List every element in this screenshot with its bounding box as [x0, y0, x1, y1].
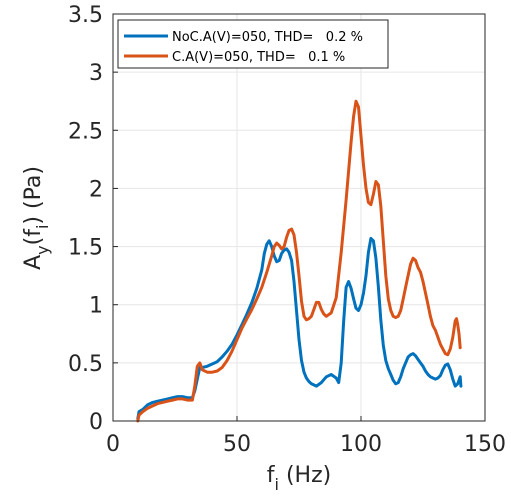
x-tick-label-3: 150	[464, 432, 506, 457]
series-line-0	[136, 236, 463, 421]
y-tick-label-6: 3	[89, 61, 103, 86]
series-group	[136, 99, 463, 423]
series-line-1	[136, 99, 462, 423]
y-tick-label-1: 0.5	[68, 352, 103, 377]
y-tick-label-4: 2	[89, 177, 103, 202]
x-axis-label: fi (Hz)	[267, 463, 331, 494]
y-axis-ticks: 0 0.5 1 1.5 2 2.5 3 3.5	[68, 3, 118, 435]
legend-entry-0: NoC.A(V)=050, THD= 0.2 %	[172, 30, 363, 45]
y-axis-label: Ay(fi) (Pa)	[21, 166, 52, 270]
y-tick-label-2: 1	[89, 294, 103, 319]
grid	[112, 13, 486, 422]
plot-frame	[112, 13, 486, 422]
x-tick-label-0: 0	[106, 432, 120, 457]
y-tick-label-0: 0	[89, 410, 103, 435]
x-tick-label-2: 100	[340, 432, 382, 457]
legend: NoC.A(V)=050, THD= 0.2 % C.A(V)=050, THD…	[117, 19, 389, 69]
x-axis-ticks: 0 50 100 150	[106, 416, 506, 457]
legend-box	[117, 19, 389, 69]
x-tick-label-1: 50	[223, 432, 251, 457]
y-tick-label-3: 1.5	[68, 236, 103, 261]
legend-entry-1: C.A(V)=050, THD= 0.1 %	[172, 50, 345, 65]
y-tick-label-7: 3.5	[68, 3, 103, 28]
y-tick-label-5: 2.5	[68, 119, 103, 144]
